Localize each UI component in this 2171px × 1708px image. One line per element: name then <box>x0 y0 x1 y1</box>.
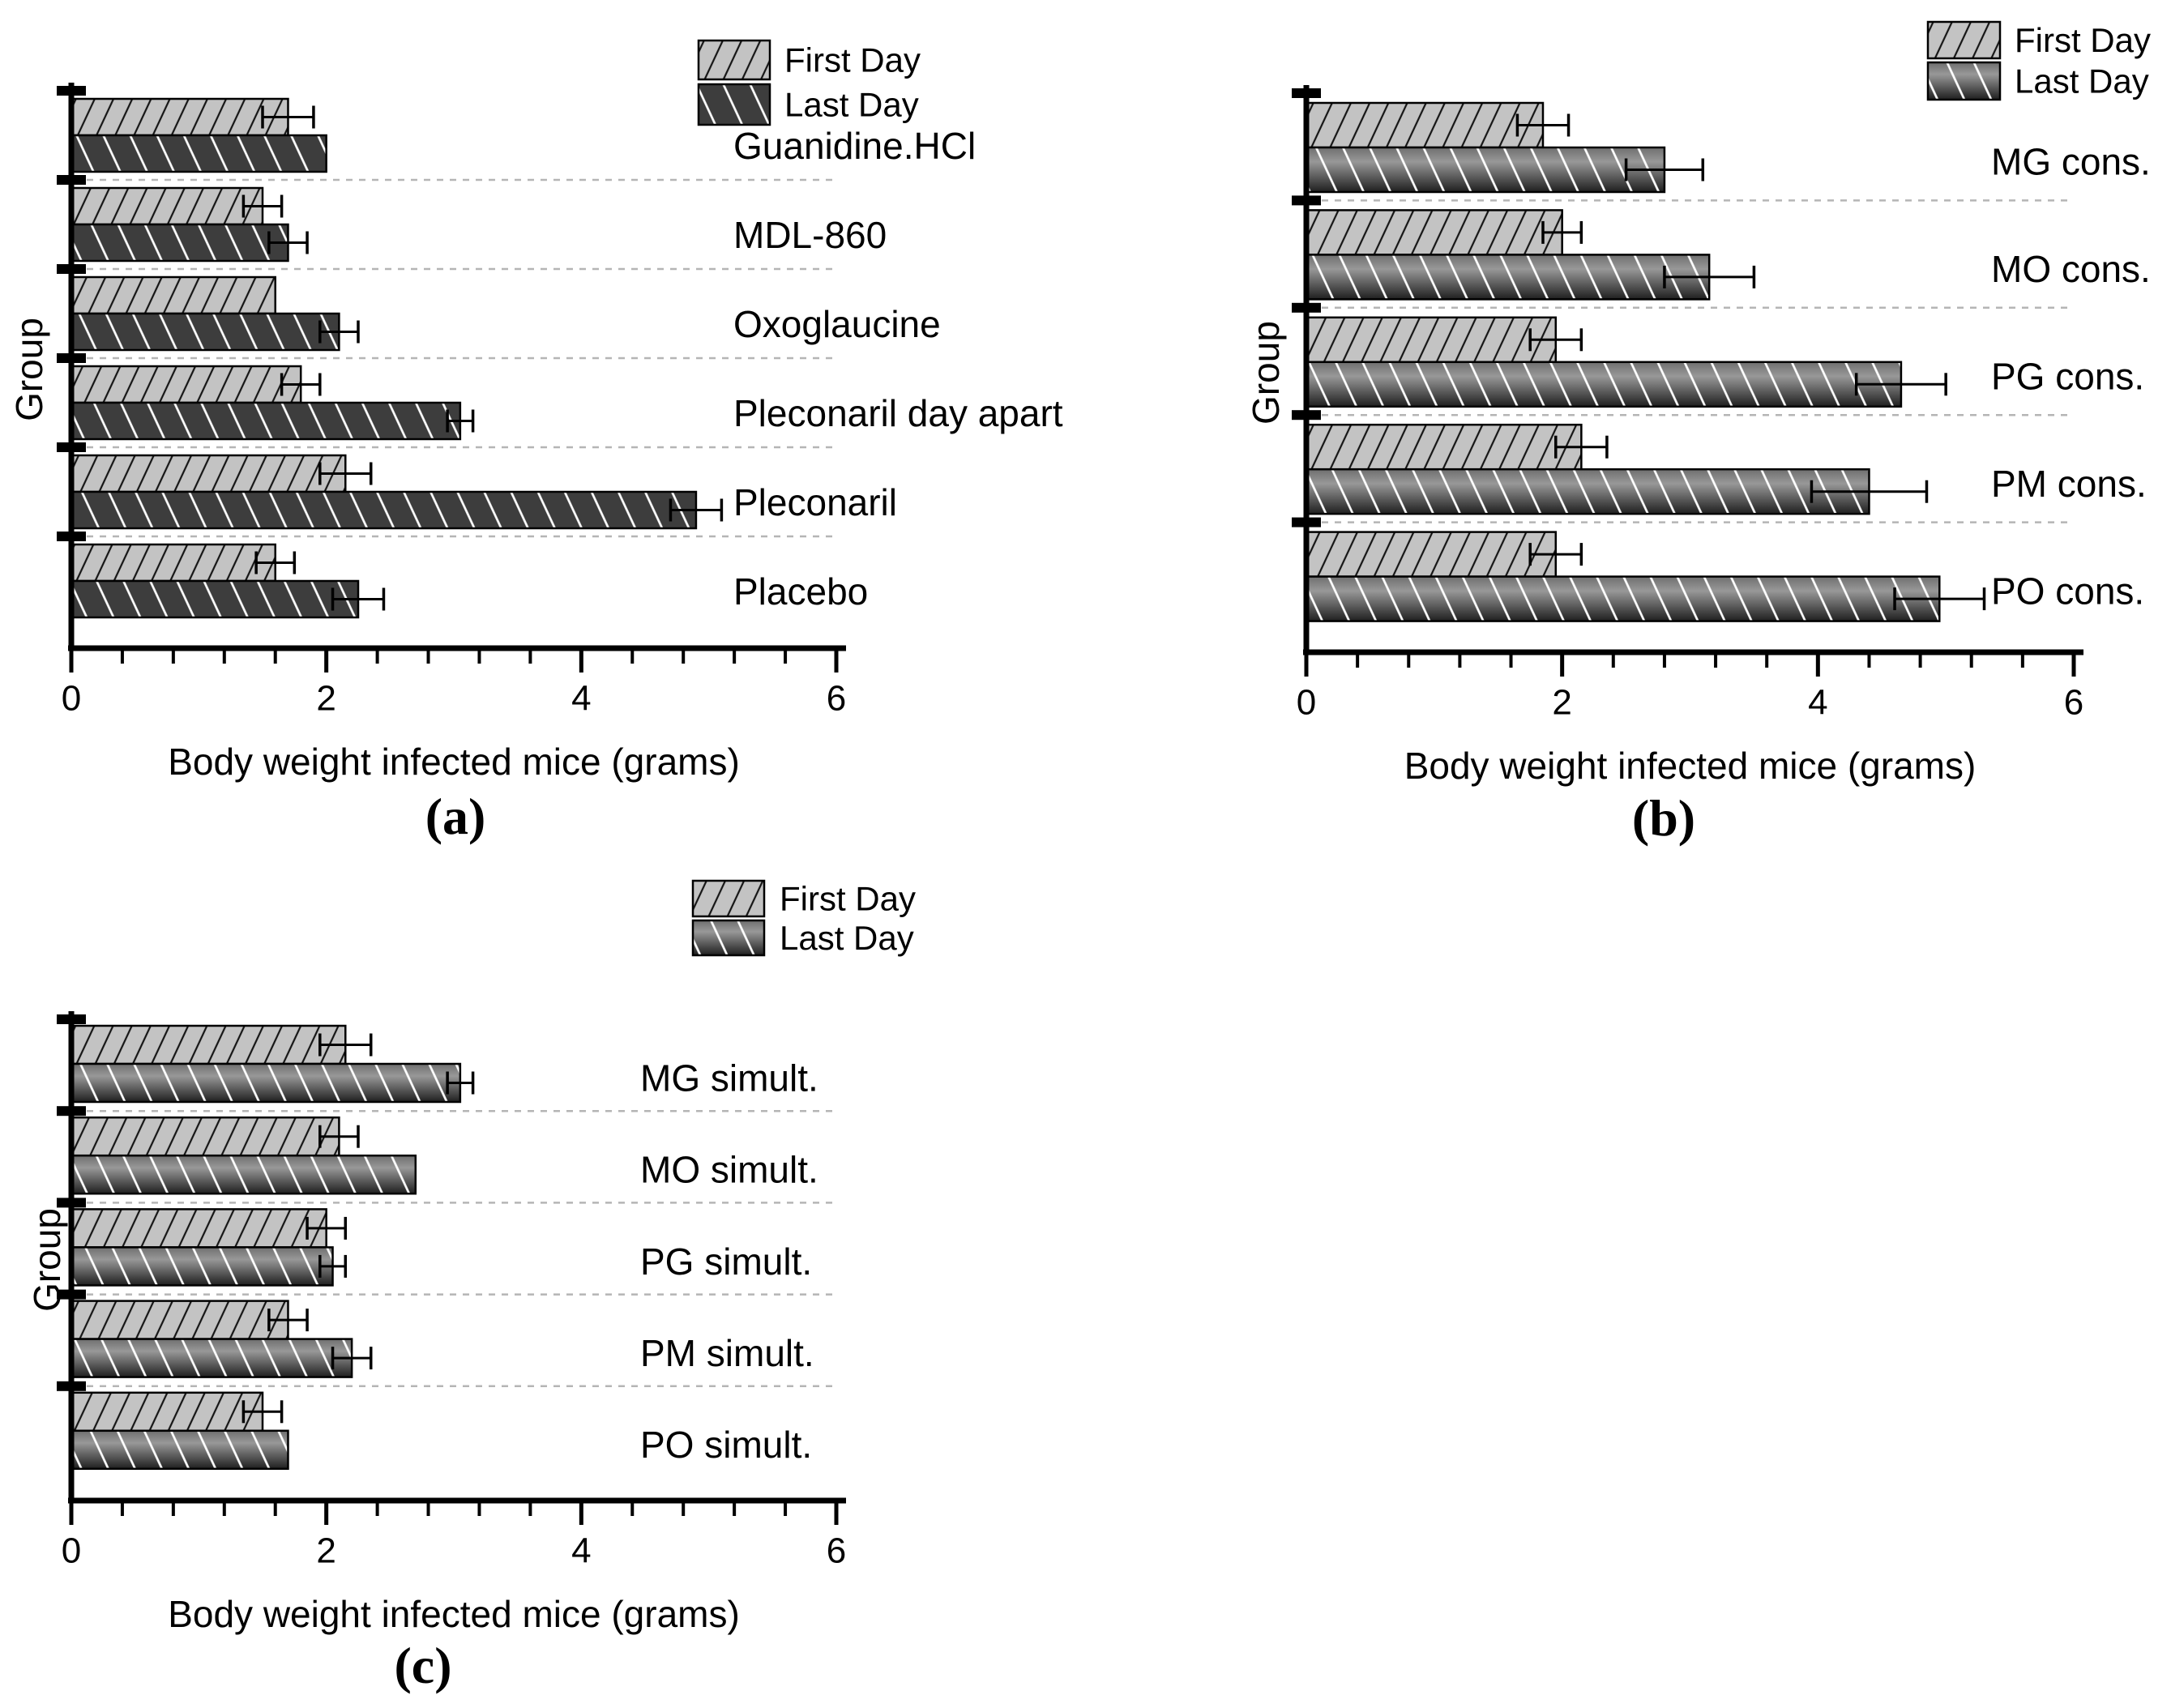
group-label: MO simult. <box>640 1149 818 1191</box>
x-axis-title: Body weight infected mice (grams) <box>1404 745 1977 787</box>
bar-first-day <box>70 1208 327 1249</box>
bar-last-day-hatch <box>1305 146 1666 194</box>
group-label: MO cons. <box>1991 248 2151 290</box>
bar-last-day-hatch <box>70 1338 353 1378</box>
bar-first-day <box>70 97 289 137</box>
group-label: Oxoglaucine <box>733 303 941 345</box>
bar-last-day-hatch <box>70 1154 417 1195</box>
x-tick-label: 2 <box>316 679 335 719</box>
group-label: PO simult. <box>640 1424 812 1466</box>
bar-first-day <box>1305 316 1558 364</box>
legend-label-last-day: Last Day <box>784 86 919 124</box>
bar-last-day <box>70 401 462 441</box>
bar-last-day <box>70 134 327 173</box>
group-label: PM simult. <box>640 1332 814 1374</box>
caption-a: (a) <box>425 788 486 845</box>
legend-swatch-last-day-hatch <box>691 919 766 957</box>
x-tick-label: 2 <box>316 1531 335 1571</box>
bar-last-day-hatch <box>1305 468 1870 515</box>
group-label: MG simult. <box>640 1057 818 1099</box>
caption-b: (b) <box>1631 789 1696 847</box>
bar-first-day <box>1305 101 1545 149</box>
bar-first-day <box>1305 423 1583 471</box>
bar-first-day <box>70 454 347 493</box>
bar-first-day <box>1305 531 1558 578</box>
group-label: Pleconaril day apart <box>733 392 1063 434</box>
chart-a: Guanidine.HCl MDL-860 Oxoglaucine Pleconari… <box>8 39 1063 783</box>
x-tick-label: 0 <box>1297 683 1316 723</box>
bar-first-day <box>1305 209 1563 256</box>
bar-first-day <box>70 1116 340 1157</box>
y-axis-title: Group <box>26 1208 68 1312</box>
group-label: MG cons. <box>1991 141 2151 183</box>
x-tick-label: 6 <box>827 679 846 719</box>
bar-first-day <box>70 186 264 226</box>
x-tick-label: 4 <box>571 1531 591 1571</box>
bar-last-day-hatch <box>70 1062 462 1104</box>
bar-first-day <box>70 1300 289 1340</box>
legend-swatch-last-day <box>697 83 771 126</box>
legend-swatch-first-day <box>1926 20 2002 60</box>
bar-last-day-hatch <box>70 1246 334 1287</box>
bar-first-day <box>70 1024 347 1065</box>
group-label: Pleconaril <box>733 481 897 523</box>
legend-label-last-day: Last Day <box>2015 62 2149 100</box>
group-label: PG simult. <box>640 1240 812 1283</box>
bar-last-day-hatch <box>1305 575 1941 622</box>
legend-swatch-first-day <box>691 879 766 918</box>
bar-first-day <box>70 365 302 404</box>
legend-label-first-day: First Day <box>780 880 916 918</box>
chart-b: MG cons. MO cons. PG cons. PM cons. PO cons.… <box>1245 20 2151 787</box>
bar-last-day-hatch <box>70 1429 289 1471</box>
group-label: Placebo <box>733 570 868 613</box>
bar-last-day <box>70 223 289 263</box>
x-tick-label: 2 <box>1552 683 1571 723</box>
group-label: PO cons. <box>1991 570 2144 612</box>
bar-first-day <box>70 275 276 315</box>
y-axis-title: Group <box>8 318 50 421</box>
bar-last-day-hatch <box>1305 254 1711 301</box>
legend-label-last-day: Last Day <box>780 919 914 957</box>
x-tick-label: 4 <box>1808 683 1827 723</box>
x-tick-label: 4 <box>571 679 591 719</box>
y-axis-title: Group <box>1245 321 1287 425</box>
legend-label-first-day: First Day <box>2015 21 2151 59</box>
bar-last-day-hatch <box>1305 361 1903 408</box>
chart-c: MG simult. MO simult. PG simult. PM simult.… <box>26 880 916 1636</box>
bar-first-day <box>70 543 276 583</box>
group-label: MDL-860 <box>733 214 887 256</box>
x-axis-title: Body weight infected mice (grams) <box>168 741 740 783</box>
bar-first-day <box>70 1391 264 1433</box>
x-tick-label: 0 <box>62 679 81 719</box>
legend-swatch-last-day-hatch <box>1926 61 2002 101</box>
bar-last-day <box>70 490 698 530</box>
x-tick-label: 0 <box>62 1531 81 1571</box>
bar-last-day <box>70 579 360 619</box>
x-tick-label: 6 <box>827 1531 846 1571</box>
caption-c: (c) <box>394 1637 452 1694</box>
group-label: Guanidine.HCl <box>733 125 976 167</box>
group-label: PG cons. <box>1991 356 2144 398</box>
legend-swatch-first-day <box>697 39 771 81</box>
x-axis-title: Body weight infected mice (grams) <box>168 1593 740 1635</box>
legend-label-first-day: First Day <box>784 41 921 79</box>
bar-last-day <box>70 312 340 352</box>
x-tick-label: 6 <box>2064 683 2083 723</box>
group-label: PM cons. <box>1991 463 2147 505</box>
